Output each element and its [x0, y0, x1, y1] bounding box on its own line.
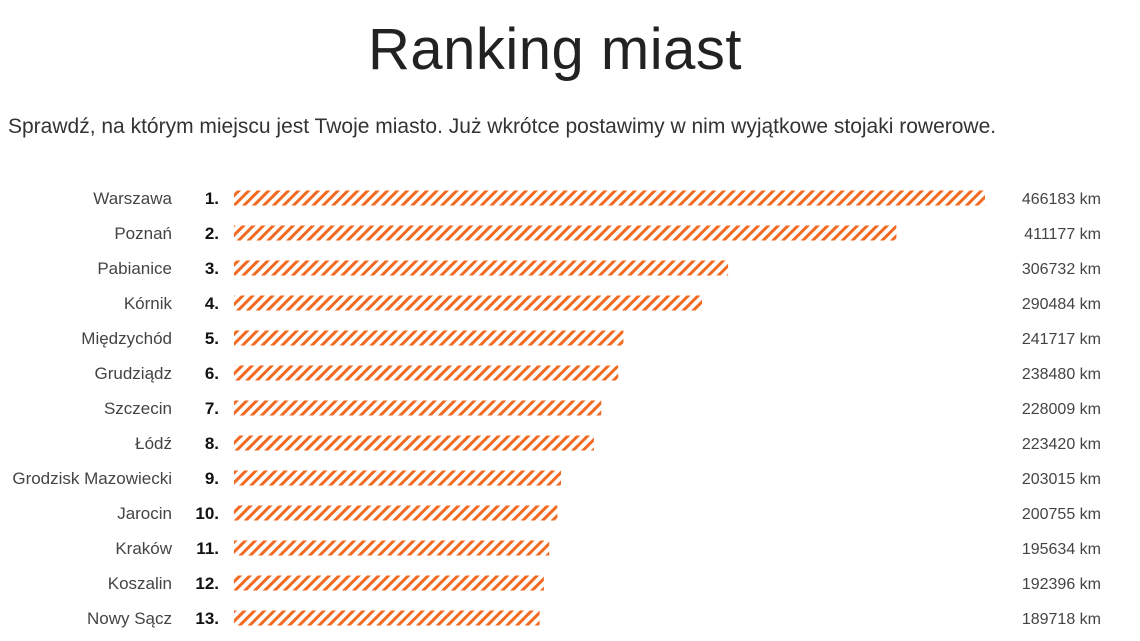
city-label: Koszalin — [108, 574, 172, 593]
page-subtitle: Sprawdź, na którym miejscu jest Twoje mi… — [8, 115, 997, 138]
bar — [234, 470, 561, 486]
city-label: Szczecin — [104, 399, 172, 418]
city-label: Grudziądz — [95, 364, 172, 383]
page-title: Ranking miast — [368, 17, 742, 82]
bar — [234, 225, 897, 241]
bar — [234, 365, 619, 381]
bar — [234, 505, 558, 521]
rank-label: 8. — [205, 434, 219, 453]
rank-label: 1. — [205, 189, 219, 208]
bar — [234, 540, 550, 556]
bar — [234, 330, 624, 346]
value-label: 241717 km — [1022, 331, 1101, 348]
ranking-row: Nowy Sącz 13. 189718 km — [87, 609, 1101, 628]
city-label: Łódź — [135, 434, 172, 453]
rank-label: 11. — [196, 539, 219, 558]
bar — [234, 190, 985, 206]
ranking-row: Jarocin 10. 200755 km — [117, 504, 1101, 523]
rank-label: 9. — [205, 469, 219, 488]
bar — [234, 400, 602, 416]
ranking-row: Kórnik 4. 290484 km — [124, 294, 1101, 313]
value-label: 238480 km — [1022, 366, 1101, 383]
value-label: 203015 km — [1022, 471, 1101, 488]
city-label: Pabianice — [97, 259, 172, 278]
value-label: 195634 km — [1022, 541, 1101, 558]
rank-label: 2. — [205, 224, 219, 243]
rank-label: 3. — [205, 259, 219, 278]
city-label: Warszawa — [93, 189, 172, 208]
bar — [234, 435, 594, 451]
rank-label: 12. — [195, 574, 219, 593]
rank-label: 6. — [205, 364, 219, 383]
ranking-row: Kraków 11. 195634 km — [115, 539, 1101, 558]
ranking-bar-chart: Warszawa 1. 466183 km Poznań 2. 411177 km Pabi… — [12, 189, 1101, 628]
ranking-row: Poznań 2. 411177 km — [114, 224, 1101, 243]
value-label: 466183 km — [1022, 191, 1101, 208]
value-label: 411177 km — [1024, 226, 1101, 243]
city-label: Poznań — [114, 224, 172, 243]
bar — [234, 260, 729, 276]
value-label: 306732 km — [1022, 261, 1101, 278]
bar — [234, 295, 702, 311]
rank-label: 4. — [205, 294, 219, 313]
value-label: 228009 km — [1022, 401, 1101, 418]
city-label: Jarocin — [117, 504, 172, 523]
bar — [234, 610, 540, 626]
ranking-row: Koszalin 12. 192396 km — [108, 574, 1101, 593]
city-label: Międzychód — [81, 329, 172, 348]
city-label: Kórnik — [124, 294, 173, 313]
city-label: Grodzisk Mazowiecki — [12, 469, 172, 488]
ranking-row: Szczecin 7. 228009 km — [104, 399, 1101, 418]
city-label: Kraków — [115, 539, 172, 558]
ranking-row: Grodzisk Mazowiecki 9. 203015 km — [12, 469, 1101, 488]
ranking-row: Warszawa 1. 466183 km — [93, 189, 1101, 208]
ranking-row: Łódź 8. 223420 km — [135, 434, 1101, 453]
value-label: 200755 km — [1022, 506, 1101, 523]
value-label: 290484 km — [1022, 296, 1101, 313]
ranking-row: Pabianice 3. 306732 km — [97, 259, 1101, 278]
city-label: Nowy Sącz — [87, 609, 172, 628]
rank-label: 5. — [205, 329, 219, 348]
rank-label: 10. — [195, 504, 219, 523]
ranking-row: Grudziądz 6. 238480 km — [95, 364, 1101, 383]
rank-label: 13. — [195, 609, 219, 628]
value-label: 223420 km — [1022, 436, 1101, 453]
rank-label: 7. — [205, 399, 219, 418]
bar — [234, 575, 544, 591]
value-label: 192396 km — [1022, 576, 1101, 593]
value-label: 189718 km — [1022, 611, 1101, 628]
ranking-row: Międzychód 5. 241717 km — [81, 329, 1101, 348]
